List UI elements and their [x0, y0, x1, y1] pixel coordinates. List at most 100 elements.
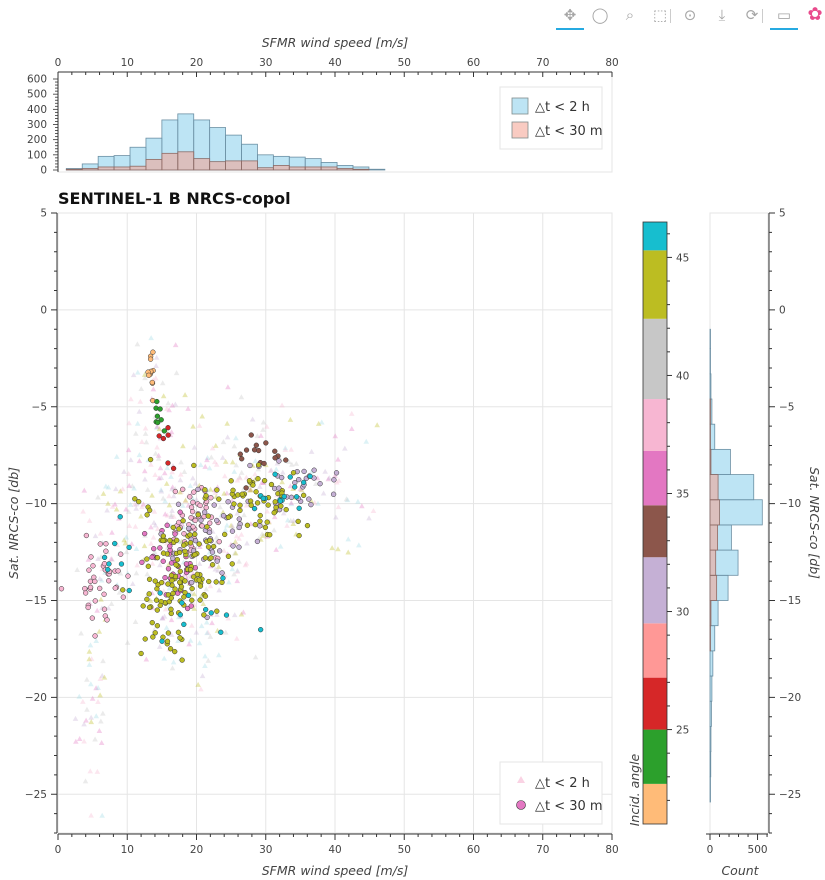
scatter-point-2h	[231, 571, 237, 577]
scatter-point-2h	[332, 433, 339, 439]
scatter-point-2h	[289, 461, 295, 467]
scatter-point-2h	[202, 662, 208, 668]
scatter-point-2h	[151, 508, 158, 514]
top-hist-bar	[65, 168, 83, 171]
scatter-point-30m	[157, 545, 163, 551]
scatter-point-2h	[196, 640, 203, 646]
scatter-point-30m	[244, 522, 251, 528]
pan-icon[interactable]: ✥	[556, 4, 584, 30]
scatter-point-2h	[136, 452, 143, 458]
top-hist-y-tick-label: 300	[27, 119, 47, 131]
scatter-point-30m	[225, 553, 232, 560]
box-select-icon[interactable]: ⬚	[652, 6, 668, 24]
scatter-point-30m	[202, 555, 209, 561]
side-hist-bar	[709, 448, 712, 475]
scatter-point-30m	[255, 462, 262, 468]
scatter-point-2h	[155, 452, 162, 458]
side-hist-y-tick-label: −20	[779, 692, 801, 704]
scatter-point-2h	[138, 513, 144, 519]
scatter-point-2h	[124, 639, 131, 645]
top-hist-x-tick-label: 20	[190, 57, 203, 69]
top-hist-y-tick-label: 400	[27, 104, 47, 116]
scatter-point-30m	[207, 520, 213, 526]
colorbar-ticks: 25 30 35 40 45	[667, 233, 689, 801]
scatter-point-2h	[333, 479, 340, 485]
scatter-point-30m	[142, 530, 148, 537]
scatter-point-30m	[168, 595, 174, 601]
scatter-point-30m	[112, 540, 118, 547]
scatter-point-30m	[180, 486, 186, 492]
scatter-point-30m	[252, 521, 258, 528]
colorbar-tick-label: 30	[676, 607, 689, 619]
scatter-point-30m	[88, 554, 94, 560]
scatter-point-30m	[273, 504, 279, 511]
scatter-point-2h	[143, 656, 150, 662]
scatter-point-2h	[126, 522, 133, 528]
reset-icon[interactable]: ⟳	[745, 6, 759, 24]
scatter-y-tick-label: 0	[40, 304, 47, 316]
scatter-point-30m	[144, 512, 150, 518]
scatter-point-2h	[144, 486, 151, 492]
side-hist-bar	[709, 499, 720, 526]
scatter-point-2h	[229, 566, 236, 572]
legend-circle-30m	[516, 800, 526, 810]
scatter-point-2h	[170, 659, 177, 665]
scatter-point-30m	[239, 491, 245, 497]
scatter-point-30m	[165, 581, 171, 587]
scatter-point-2h	[164, 405, 170, 411]
colorbar-band	[643, 783, 667, 824]
scatter-point-30m	[175, 629, 182, 635]
scatter-point-30m	[103, 548, 109, 554]
scatter-point-2h	[129, 483, 136, 489]
toolbar-separator	[670, 9, 671, 23]
top-hist-bar	[225, 160, 242, 171]
scatter-point-30m	[182, 548, 188, 554]
scatter-point-2h	[141, 543, 148, 549]
scatter-point-2h	[315, 500, 321, 506]
side-hist-y-tick-label: −10	[779, 498, 801, 510]
scatter-point-2h	[168, 512, 175, 518]
scatter-point-30m	[257, 627, 264, 633]
top-histogram: 0 10 20 30 40 50 60 70 80 0 100 200 300 400 500 600 SF…	[27, 35, 619, 177]
scatter-point-2h	[366, 515, 372, 521]
scatter-point-2h	[136, 408, 143, 414]
save-icon[interactable]: ⤓	[718, 6, 726, 24]
scatter-point-30m	[87, 578, 94, 585]
top-hist-bar	[336, 168, 354, 171]
scatter-point-2h	[113, 486, 119, 492]
top-hist-bar	[161, 152, 179, 171]
tap-select-icon[interactable]: ⊙	[683, 6, 697, 24]
scatter-point-30m	[301, 468, 307, 475]
hover-icon[interactable]: ▭	[770, 4, 798, 30]
scatter-point-30m	[304, 522, 311, 529]
scatter-point-2h	[260, 426, 266, 432]
lasso-select-icon[interactable]: ◯	[591, 6, 609, 24]
scatter-point-2h	[103, 483, 109, 489]
scatter-point-30m	[89, 615, 95, 621]
scatter-point-2h	[157, 562, 163, 568]
scatter-point-30m	[149, 379, 155, 386]
scatter-point-2h	[157, 465, 164, 471]
scatter-point-2h	[209, 445, 216, 451]
scatter-point-2h	[325, 476, 332, 482]
scatter-point-2h	[123, 549, 130, 555]
scatter-point-2h	[161, 613, 168, 619]
side-hist-y-label: Sat. NRCS-co [db]	[807, 467, 822, 579]
scatter-x-tick-label: 0	[55, 844, 62, 856]
scatter-x-tick-label: 50	[398, 844, 411, 856]
scatter-point-30m	[181, 621, 187, 628]
scatter-point-30m	[101, 606, 108, 612]
scatter-point-2h	[153, 354, 160, 360]
scatter-point-2h	[178, 459, 184, 465]
colorbar-tick-label: 45	[676, 252, 689, 264]
scatter-point-30m	[206, 529, 213, 535]
scatter-point-2h	[123, 534, 130, 540]
scatter-point-2h	[192, 480, 199, 486]
scatter-point-30m	[172, 488, 179, 495]
top-hist-bar	[97, 166, 115, 171]
scatter-point-2h	[348, 410, 355, 416]
scatter-point-30m	[288, 494, 295, 500]
box-zoom-icon[interactable]: ⌕	[625, 6, 635, 24]
scatter-point-30m	[157, 590, 163, 596]
scatter-point-2h	[234, 578, 241, 584]
